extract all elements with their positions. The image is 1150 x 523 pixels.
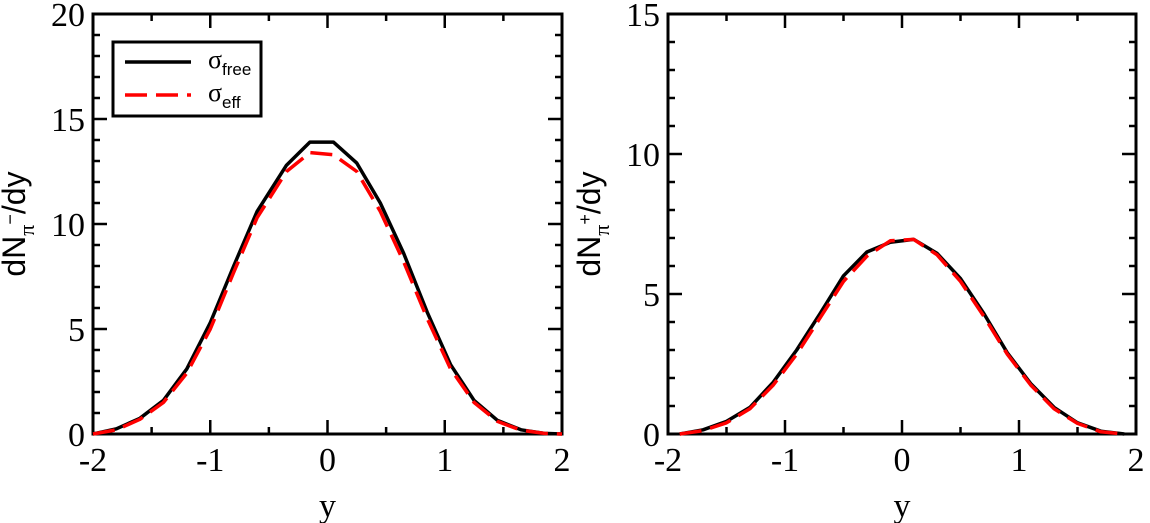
legend-subscript: free xyxy=(222,60,251,79)
x-tick-label: 1 xyxy=(1011,442,1028,479)
x-tick-label: -2 xyxy=(654,442,682,479)
legend-symbol: σ xyxy=(208,45,222,74)
x-tick-label: 1 xyxy=(436,442,453,479)
plot-frame-right xyxy=(666,12,1138,436)
y-tick-label: 15 xyxy=(626,0,660,34)
y-tick-label: 5 xyxy=(643,277,660,314)
series-line-eff-right xyxy=(679,237,1125,436)
x-tick-label: -1 xyxy=(196,442,224,479)
y-axis-title-suffix: /dy xyxy=(0,171,32,214)
y-axis-title-charge: − xyxy=(0,214,20,225)
y-tick-label: 15 xyxy=(51,102,85,139)
x-tick-label: 2 xyxy=(554,442,571,479)
legend-subscript: eff xyxy=(222,93,241,112)
y-tick-label: 0 xyxy=(643,417,660,454)
y-axis-title-particle: π xyxy=(589,225,614,236)
series-line-eff-left xyxy=(92,150,563,436)
x-tick-label: 0 xyxy=(894,442,911,479)
y-axis-title-left: dNπ−/dy xyxy=(0,171,39,276)
y-axis-title-particle: π xyxy=(14,225,39,236)
x-axis-title-right: y xyxy=(894,488,911,523)
legend-symbol: σ xyxy=(208,78,222,107)
series-line-free-right xyxy=(679,237,1125,436)
x-tick-label: 0 xyxy=(319,442,336,479)
y-axis-title-base: dN xyxy=(0,236,32,277)
y-tick-label: 0 xyxy=(68,417,85,454)
y-axis-title-base: dN xyxy=(571,236,607,277)
x-tick-label: -1 xyxy=(771,442,799,479)
y-tick-label: 10 xyxy=(51,207,85,244)
y-tick-label: 20 xyxy=(51,0,85,34)
y-axis-title-suffix: /dy xyxy=(571,171,607,214)
y-tick-label: 5 xyxy=(68,312,85,349)
legend-label-free: σfree xyxy=(208,45,251,79)
series-line-free-left xyxy=(92,140,563,436)
legend-label-eff: σeff xyxy=(208,78,241,112)
x-axis-title-left: y xyxy=(319,488,336,523)
y-axis-title-right: dNπ+/dy xyxy=(571,171,614,276)
x-tick-label: 2 xyxy=(1128,442,1145,479)
x-tick-label: -2 xyxy=(79,442,107,479)
y-tick-label: 10 xyxy=(626,137,660,174)
legend-box xyxy=(111,40,263,118)
panel-right-pi-plus: -2 -1 0 1 2 0 5 10 15 y dNπ+/dy xyxy=(571,0,1145,523)
y-axis-title-charge: + xyxy=(575,214,595,225)
